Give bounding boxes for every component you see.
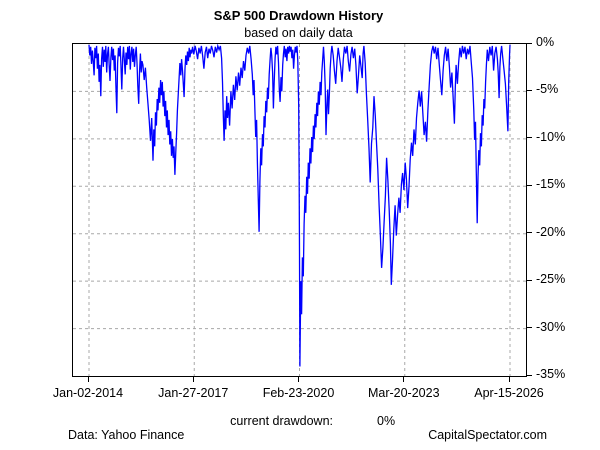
y-axis-tick <box>526 279 532 281</box>
plot-area <box>72 43 527 377</box>
site-credit-text: CapitalSpectator.com <box>428 428 547 442</box>
y-axis-tick <box>526 232 532 234</box>
x-axis-tick <box>508 376 510 382</box>
y-axis-tick <box>526 42 532 44</box>
x-axis-tick <box>298 376 299 382</box>
current-drawdown-value: 0% <box>377 414 396 428</box>
y-axis-tick <box>526 327 532 329</box>
x-axis-tick-label: Jan-02-2014 <box>52 386 124 400</box>
y-axis-tick-label: -30% <box>536 319 566 334</box>
x-axis-tick-label: Feb-23-2020 <box>262 386 335 400</box>
x-axis-tick-label: Mar-20-2023 <box>367 386 440 400</box>
y-axis-tick-label: -10% <box>536 129 566 144</box>
y-axis-tick-label: 0% <box>536 35 555 49</box>
y-axis-tick <box>526 89 532 91</box>
current-drawdown-label: current drawdown: <box>230 414 333 428</box>
y-axis-tick <box>526 137 532 139</box>
y-axis-tick-label: -25% <box>536 272 566 287</box>
y-axis-tick-label: -15% <box>536 177 566 192</box>
chart-title: S&P 500 Drawdown History <box>213 8 384 23</box>
chart-subtitle: based on daily data <box>244 26 353 40</box>
y-axis-tick <box>526 184 532 186</box>
x-axis-tick <box>87 376 89 382</box>
y-axis-tick-label: -20% <box>536 224 566 239</box>
x-axis-tick-label: Jan-27-2017 <box>158 386 229 400</box>
x-axis-tick-label: Apr-15-2026 <box>474 386 544 400</box>
drawdown-line-chart <box>73 44 526 376</box>
x-axis-tick <box>192 376 194 382</box>
y-axis-tick-label: -35% <box>536 367 566 381</box>
drawdown-line <box>88 44 511 367</box>
data-source-text: Data: Yahoo Finance <box>68 428 185 442</box>
y-axis-tick-label: -5% <box>536 82 559 97</box>
y-axis-tick <box>526 374 532 376</box>
x-axis-tick <box>403 376 405 382</box>
